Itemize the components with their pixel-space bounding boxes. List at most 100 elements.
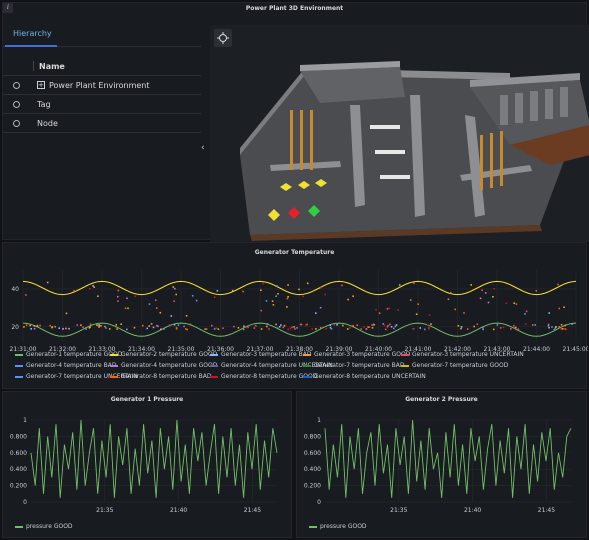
- data-point: [378, 312, 381, 314]
- data-point: [96, 324, 98, 326]
- legend-swatch: [15, 353, 23, 356]
- legend-item[interactable]: Generator-3 temperature UNCERTAIN: [401, 351, 524, 358]
- legend-item[interactable]: Generator-4 temperature UNCERTAIN: [210, 362, 333, 369]
- legend-item[interactable]: Generator-4 temperature GOOD: [110, 362, 217, 369]
- legend-label: Generator-7 temperature GOOD: [412, 362, 509, 369]
- data-point: [531, 324, 534, 326]
- 3d-viewport[interactable]: [210, 25, 589, 242]
- data-point: [82, 326, 84, 328]
- expand-icon[interactable]: +: [37, 81, 45, 89]
- data-point: [560, 324, 563, 326]
- legend-swatch: [15, 375, 23, 378]
- data-point: [286, 297, 289, 300]
- row-label: Node: [37, 119, 58, 128]
- data-point: [126, 328, 128, 331]
- data-point: [148, 303, 151, 305]
- temperature-panel: Generator Temperature 40 20 21:31:00 21:32:…: [2, 242, 588, 389]
- x-tick-label: 21:45:00: [563, 346, 588, 353]
- data-point: [246, 326, 248, 329]
- data-point: [36, 325, 39, 327]
- data-point: [547, 324, 550, 327]
- pressure-1-chart[interactable]: 1 0.800 0.600 0.400 0.200 0 21:35 21:40 21:45: [3, 406, 293, 524]
- data-point: [383, 324, 386, 327]
- legend-swatch: [401, 364, 409, 367]
- legend-item[interactable]: Generator-4 temperature BAD: [15, 362, 116, 369]
- data-point: [216, 290, 219, 292]
- data-point: [393, 327, 395, 330]
- data-point: [243, 325, 245, 327]
- row-radio[interactable]: [13, 120, 20, 127]
- data-point: [231, 289, 234, 292]
- data-point: [148, 325, 150, 327]
- collapse-chevron-icon[interactable]: ‹: [201, 143, 205, 153]
- legend-item[interactable]: Generator-3 temperature BAD: [210, 351, 311, 358]
- data-point: [260, 289, 262, 291]
- data-point: [183, 325, 185, 328]
- data-point: [242, 328, 245, 331]
- data-point: [470, 284, 472, 286]
- data-point: [133, 326, 136, 329]
- data-point: [363, 326, 365, 328]
- legend-swatch: [210, 375, 218, 378]
- x-tick-label: 21:45: [244, 507, 261, 514]
- hierarchy-panel: Hierarchy Name + Power Plant Environment…: [3, 23, 208, 241]
- legend-item[interactable]: Generator-8 temperature GOOD: [210, 373, 317, 380]
- y-tick-label: 1: [23, 417, 27, 424]
- tab-hierarchy[interactable]: Hierarchy: [13, 29, 52, 38]
- data-point: [242, 290, 244, 293]
- data-point: [213, 296, 216, 298]
- data-point: [365, 328, 368, 331]
- data-point: [276, 327, 279, 330]
- legend-item[interactable]: Generator-7 temperature GOOD: [401, 362, 508, 369]
- y-tick-label: 0.600: [10, 450, 27, 457]
- legend-item[interactable]: Generator-8 temperature BAD: [110, 373, 211, 380]
- data-point: [352, 295, 354, 297]
- legend-item[interactable]: Generator-8 temperature UNCERTAIN: [303, 373, 426, 380]
- legend-item[interactable]: Generator-7 temperature UNCERTAIN: [15, 373, 138, 380]
- legend-label: Generator-1 temperature GOOD: [26, 351, 123, 358]
- data-point: [368, 326, 370, 328]
- row-radio[interactable]: [13, 101, 20, 108]
- data-point: [499, 327, 502, 329]
- data-point: [204, 328, 206, 330]
- legend-item[interactable]: Generator-7 temperature BAD: [303, 362, 404, 369]
- data-point: [280, 324, 282, 326]
- x-tick-label: 21:39:00: [326, 346, 353, 353]
- data-point: [105, 327, 107, 329]
- data-point: [447, 298, 450, 300]
- data-point: [386, 308, 389, 310]
- y-tick-label: 0.600: [304, 450, 321, 457]
- data-point: [336, 324, 338, 326]
- legend-item[interactable]: Generator-2 temperature GOOD: [110, 351, 217, 358]
- data-point: [98, 324, 100, 326]
- pressure-2-chart[interactable]: 1 0.800 0.600 0.400 0.200 0 21:35 21:40 21:45: [297, 406, 588, 524]
- data-point: [454, 308, 456, 311]
- data-point: [560, 328, 563, 330]
- data-point: [293, 326, 295, 328]
- x-tick-label: 21:44:00: [523, 346, 550, 353]
- data-point: [233, 325, 235, 328]
- data-point: [492, 296, 494, 298]
- data-point: [30, 328, 32, 330]
- pressure-1-legend: pressure GOOD: [15, 523, 73, 530]
- crosshair-button[interactable]: [214, 29, 232, 47]
- hierarchy-row[interactable]: Tag: [3, 95, 201, 114]
- name-column-header[interactable]: Name: [39, 62, 65, 71]
- row-radio[interactable]: [13, 82, 20, 89]
- legend-item[interactable]: pressure GOOD: [15, 523, 73, 530]
- data-point: [342, 324, 344, 327]
- hierarchy-row[interactable]: + Power Plant Environment: [3, 76, 201, 95]
- data-point: [289, 327, 292, 330]
- data-point: [117, 300, 119, 302]
- temperature-chart[interactable]: 40 20 21:31:00 21:32:00 21:33:00 21:34:00 21:3…: [3, 258, 588, 368]
- data-point: [329, 326, 332, 329]
- legend-item[interactable]: Generator-3 temperature GOOD: [303, 351, 410, 358]
- y-tick-label: 0.400: [304, 466, 321, 473]
- info-icon[interactable]: i: [3, 3, 13, 13]
- legend-item[interactable]: pressure GOOD: [309, 523, 367, 530]
- legend-item[interactable]: Generator-1 temperature GOOD: [15, 351, 122, 358]
- x-tick-label: 21:33:00: [89, 346, 116, 353]
- x-tick-label: 21:36:00: [207, 346, 234, 353]
- hierarchy-row[interactable]: Node: [3, 114, 201, 133]
- data-point: [25, 324, 28, 326]
